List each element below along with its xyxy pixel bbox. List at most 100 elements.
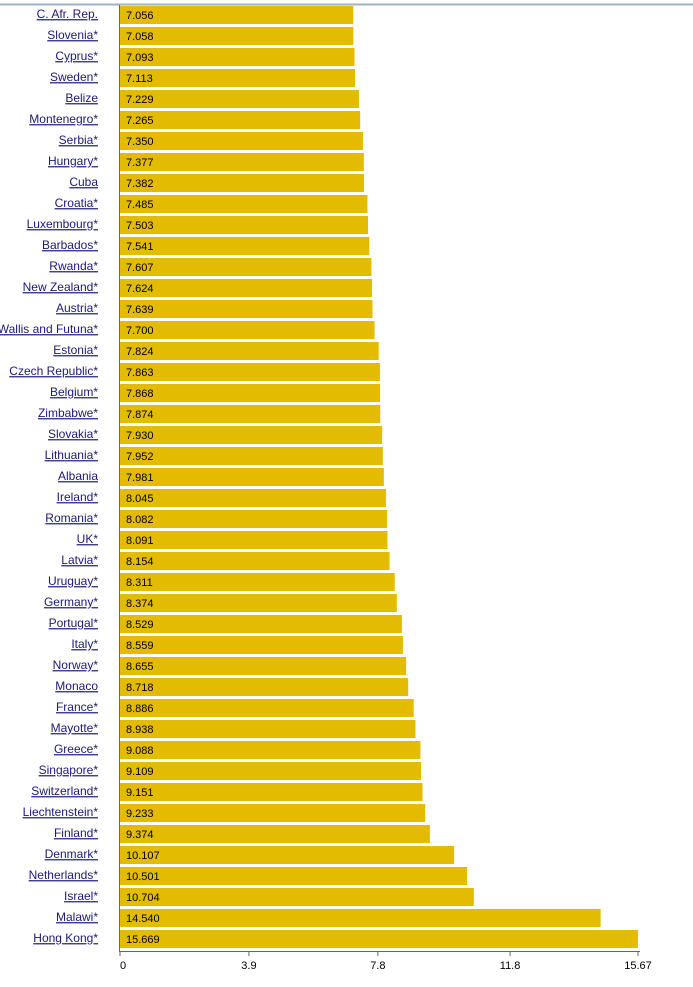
value-label: 7.229 [126, 94, 154, 106]
category-link[interactable]: Switzerland* [31, 784, 98, 798]
value-label: 7.485 [126, 199, 154, 211]
category-link[interactable]: Romania* [45, 511, 98, 525]
bar [120, 426, 383, 444]
category-link[interactable]: Barbados* [42, 238, 98, 252]
value-label: 14.540 [126, 913, 160, 925]
x-tick-label: 11.8 [500, 960, 521, 972]
category-link[interactable]: Cyprus* [55, 49, 98, 63]
category-link[interactable]: Belgium* [50, 385, 98, 399]
category-link[interactable]: Italy* [71, 637, 98, 651]
bar [120, 699, 414, 717]
bar [120, 657, 407, 675]
category-link[interactable]: Czech Republic* [9, 364, 98, 378]
value-label: 10.107 [126, 850, 160, 862]
bar [120, 6, 354, 24]
value-label: 8.559 [126, 640, 154, 652]
category-link[interactable]: New Zealand* [23, 280, 99, 294]
category-link[interactable]: Estonia* [53, 343, 98, 357]
category-link[interactable]: Monaco [55, 679, 98, 693]
category-link[interactable]: Hungary* [48, 154, 98, 168]
value-label: 9.088 [126, 745, 154, 757]
bar [120, 321, 375, 339]
bar [120, 279, 373, 297]
category-link[interactable]: Montenegro* [29, 112, 98, 126]
value-label: 9.109 [126, 766, 154, 778]
bar [120, 825, 430, 843]
x-tick-label: 15.67 [624, 960, 652, 972]
category-link[interactable]: Germany* [44, 595, 98, 609]
category-link[interactable]: Singapore* [39, 763, 99, 777]
category-link[interactable]: C. Afr. Rep. [37, 7, 98, 21]
bar [120, 510, 388, 528]
bar [120, 258, 372, 276]
bar [120, 384, 381, 402]
category-link[interactable]: Cuba [69, 175, 98, 189]
category-link[interactable]: Austria* [56, 301, 98, 315]
category-link[interactable]: Slovenia* [47, 28, 98, 42]
bar [120, 195, 368, 213]
category-link[interactable]: Slovakia* [48, 427, 98, 441]
category-link[interactable]: Rwanda* [49, 259, 98, 273]
category-link[interactable]: Liechtenstein* [23, 805, 99, 819]
value-label: 7.639 [126, 304, 154, 316]
bar [120, 342, 379, 360]
value-label: 7.382 [126, 178, 154, 190]
value-label: 9.151 [126, 787, 154, 799]
bar [120, 132, 363, 150]
value-label: 7.981 [126, 472, 154, 484]
category-link[interactable]: Mayotte* [51, 721, 99, 735]
category-link[interactable]: Greece* [54, 742, 98, 756]
value-label: 9.374 [126, 829, 154, 841]
category-link[interactable]: Ireland* [57, 490, 99, 504]
value-label: 7.056 [126, 10, 154, 22]
category-link[interactable]: Zimbabwe* [38, 406, 98, 420]
bar [120, 594, 397, 612]
category-link[interactable]: Albania [58, 469, 98, 483]
bar [120, 405, 381, 423]
category-link[interactable]: Sweden* [50, 70, 98, 84]
value-label: 7.930 [126, 430, 154, 442]
category-link[interactable]: Netherlands* [29, 868, 99, 882]
category-link[interactable]: Latvia* [61, 553, 98, 567]
category-link[interactable]: France* [56, 700, 98, 714]
value-label: 8.311 [126, 577, 153, 589]
value-label: 7.700 [126, 325, 154, 337]
value-label: 7.265 [126, 115, 154, 127]
bar [120, 741, 421, 759]
bar [120, 48, 355, 66]
bar [120, 720, 416, 738]
bar [120, 111, 361, 129]
category-link[interactable]: Finland* [54, 826, 98, 840]
bar [120, 909, 601, 927]
category-link[interactable]: Luxembourg* [27, 217, 99, 231]
bar [120, 783, 423, 801]
category-link[interactable]: Croatia* [55, 196, 99, 210]
category-link[interactable]: Serbia* [59, 133, 99, 147]
category-link[interactable]: Denmark* [45, 847, 99, 861]
category-link[interactable]: Israel* [64, 889, 98, 903]
bar [120, 363, 380, 381]
bar [120, 153, 364, 171]
value-label: 8.154 [126, 556, 154, 568]
category-link[interactable]: Wallis and Futuna* [0, 322, 98, 336]
bar [120, 216, 369, 234]
category-link[interactable]: Uruguay* [48, 574, 98, 588]
category-link[interactable]: Lithuania* [45, 448, 99, 462]
category-link[interactable]: Hong Kong* [33, 931, 98, 945]
value-label: 8.374 [126, 598, 154, 610]
bar [120, 804, 426, 822]
bar [120, 468, 384, 486]
value-label: 7.952 [126, 451, 154, 463]
category-link[interactable]: Belize [65, 91, 98, 105]
bar [120, 636, 403, 654]
category-link[interactable]: Norway* [53, 658, 99, 672]
category-link[interactable]: Portugal* [49, 616, 99, 630]
value-label: 7.607 [126, 262, 154, 274]
bar [120, 489, 386, 507]
category-link[interactable]: UK* [77, 532, 99, 546]
bar [120, 762, 422, 780]
bar [120, 552, 390, 570]
category-link[interactable]: Malawi* [56, 910, 98, 924]
value-label: 10.501 [126, 871, 160, 883]
bar [120, 27, 354, 45]
